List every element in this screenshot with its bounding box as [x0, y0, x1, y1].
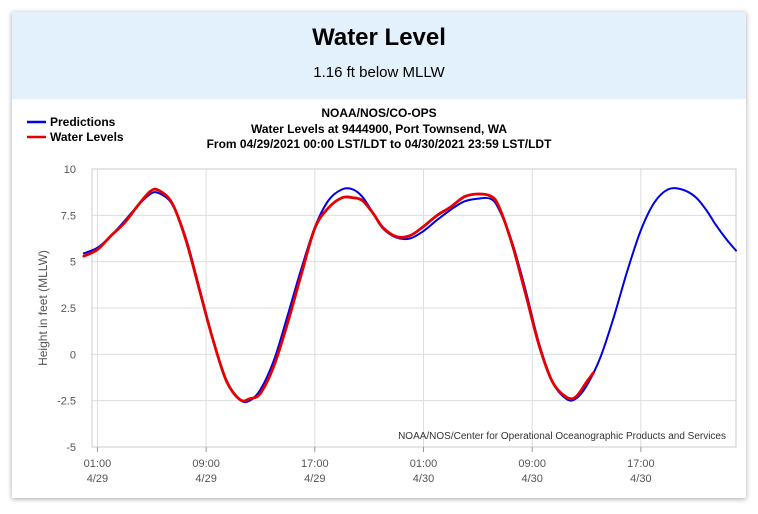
x-tick-time: 17:00	[301, 458, 329, 470]
x-tick-time: 17:00	[627, 458, 655, 470]
x-tick-date: 4/29	[87, 473, 108, 485]
x-tick-time: 09:00	[518, 458, 546, 470]
x-tick-date: 4/30	[413, 473, 434, 485]
x-tick-date: 4/29	[304, 473, 325, 485]
water-level-chart: 10 7.5 5 2.5 0 -2.5 -5 01:00 4/29 09:00 4/29 17:00 4…	[27, 106, 737, 485]
page-title: Water Level	[312, 24, 446, 51]
current-level-reading: 1.16 ft below MLLW	[313, 64, 445, 81]
x-tick-time: 01:00	[84, 458, 112, 470]
legend-label-predictions: Predictions	[50, 115, 116, 129]
series-line-water-levels	[82, 187, 595, 403]
chart-credit: NOAA/NOS/Center for Operational Oceanogr…	[398, 431, 726, 442]
y-axis-label: Height in feet (MLLW)	[36, 250, 50, 366]
chart-title-line-3: From 04/29/2021 00:00 LST/LDT to 04/30/2…	[207, 137, 552, 151]
chart-title-line-1: NOAA/NOS/CO-OPS	[321, 106, 436, 120]
axis-ticks: 10 7.5 5 2.5 0 -2.5 -5 01:00 4/29 09:00 4/29 17:00 4…	[57, 164, 655, 485]
series-line-predictions	[82, 187, 737, 404]
x-tick-date: 4/30	[521, 473, 542, 485]
plot-area	[91, 168, 737, 448]
legend-label-water-levels: Water Levels	[50, 130, 124, 144]
card-header: Water Level 1.16 ft below MLLW	[12, 12, 746, 99]
y-tick-label: 0	[70, 349, 76, 361]
x-tick-date: 4/30	[630, 473, 651, 485]
y-tick-label: 2.5	[61, 303, 76, 315]
y-tick-label: 10	[64, 164, 76, 176]
y-tick-label: -2.5	[57, 396, 76, 408]
y-tick-label: -5	[66, 442, 76, 454]
chart-legend: Predictions Water Levels	[27, 115, 124, 144]
x-tick-time: 09:00	[192, 458, 220, 470]
water-level-card: Water Level 1.16 ft below MLLW 10 7.5 5 2.5…	[12, 12, 746, 498]
y-tick-label: 5	[70, 257, 76, 269]
chart-title-line-2: Water Levels at 9444900, Port Townsend, …	[251, 122, 507, 136]
chart-grid	[92, 168, 736, 448]
y-tick-label: 7.5	[61, 210, 76, 222]
x-tick-time: 01:00	[410, 458, 438, 470]
series-layer	[82, 187, 737, 404]
x-tick-date: 4/29	[195, 473, 216, 485]
